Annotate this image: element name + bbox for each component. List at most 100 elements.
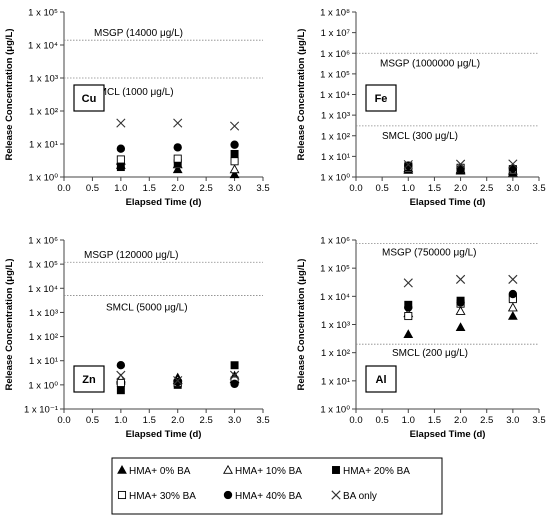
x-tick-label: 0.0 <box>57 415 70 426</box>
data-point <box>456 298 465 307</box>
y-axis-title: Release Concentration (μg/L) <box>296 29 307 161</box>
data-point <box>173 377 182 387</box>
chart-panel-cu: 1 x 10⁰ 1 x 10¹ 1 x 10² 1 x 10³ 1 x 10⁴ 1 x 1… <box>4 8 270 209</box>
y-tick-label: 1 x 10⁻¹ <box>24 405 58 416</box>
data-point <box>455 322 466 331</box>
x-tick-label: 2.0 <box>171 183 184 194</box>
legend-marker <box>331 490 341 500</box>
data-point <box>173 376 183 386</box>
y-tick-label: 1 x 10¹ <box>321 152 350 163</box>
x-axis-title: Elapsed Time (d) <box>410 197 486 208</box>
data-point <box>455 305 466 315</box>
x-tick-label: 3.5 <box>256 415 269 426</box>
legend: HMA+ 0% BA HMA+ 10% BA HMA+ 20% BA HMA+ 30%… <box>111 457 443 515</box>
y-tick-label: 1 x 10⁶ <box>320 236 350 247</box>
y-tick-label: 1 x 10³ <box>321 111 350 122</box>
data-point <box>230 149 239 158</box>
data-point <box>230 140 239 149</box>
y-tick-label: 1 x 10⁵ <box>28 260 58 271</box>
legend-label: HMA+ 20% BA <box>343 466 410 477</box>
data-point <box>404 303 413 312</box>
legend-item: HMA+ 30% BA <box>117 490 196 502</box>
x-tick-label: 1.5 <box>428 183 441 194</box>
legend-item: HMA+ 20% BA <box>332 466 410 477</box>
x-axis-title: Elapsed Time (d) <box>126 197 202 208</box>
legend-marker <box>117 464 127 474</box>
x-tick-label: 0.5 <box>376 183 389 194</box>
y-tick-label: 1 x 10⁰ <box>320 173 350 184</box>
y-tick-label: 1 x 10⁶ <box>28 236 58 247</box>
x-tick-label: 3.0 <box>506 415 519 426</box>
legend-label: BA only <box>343 491 377 502</box>
y-tick-label: 1 x 10³ <box>29 308 58 319</box>
reference-line-label: SMCL (1000 μg/L) <box>92 87 174 98</box>
y-axis-title: Release Concentration (μg/L) <box>4 29 15 161</box>
x-tick-label: 1.5 <box>143 415 156 426</box>
y-tick-label: 1 x 10⁴ <box>28 284 58 295</box>
y-tick-label: 1 x 10⁴ <box>320 292 350 303</box>
y-tick-label: 1 x 10⁰ <box>320 405 350 416</box>
panel-tag: Cu <box>73 84 105 112</box>
data-point <box>403 278 413 288</box>
x-tick-label: 1.0 <box>114 415 127 426</box>
y-tick-label: 1 x 10³ <box>29 74 58 85</box>
data-point <box>230 379 239 389</box>
legend-label: HMA+ 0% BA <box>129 466 191 477</box>
y-tick-label: 1 x 10⁶ <box>320 49 350 60</box>
legend-marker <box>223 464 233 474</box>
x-tick-label: 2.5 <box>200 415 213 426</box>
data-point <box>229 169 240 179</box>
panel-tag: Al <box>365 365 397 393</box>
legend-item: HMA+ 40% BA <box>223 490 302 502</box>
data-point <box>404 161 413 170</box>
y-tick-label: 1 x 10² <box>29 107 58 118</box>
data-point <box>404 312 413 321</box>
y-tick-label: 1 x 10² <box>321 348 350 359</box>
panel-tag-label: Fe <box>375 93 388 105</box>
data-point <box>116 163 125 172</box>
x-tick-label: 0.5 <box>376 415 389 426</box>
y-axis-title: Release Concentration (μg/L) <box>296 259 307 391</box>
chart-panel-al: 1 x 10⁰ 1 x 10¹ 1 x 10² 1 x 10³ 1 x 10⁴ 1 x 1… <box>296 236 546 441</box>
x-tick-label: 2.0 <box>454 183 467 194</box>
x-tick-label: 2.0 <box>171 415 184 426</box>
data-point <box>455 159 466 169</box>
reference-line-label: MSGP (1000000 μg/L) <box>380 58 480 69</box>
data-point <box>173 143 182 152</box>
panel-tag: Fe <box>365 84 397 112</box>
y-tick-label: 1 x 10⁵ <box>28 8 58 19</box>
x-tick-label: 3.5 <box>256 183 269 194</box>
legend-item: HMA+ 0% BA <box>117 464 191 477</box>
x-tick-label: 2.0 <box>454 415 467 426</box>
x-tick-label: 1.5 <box>428 415 441 426</box>
data-point <box>116 370 126 380</box>
x-tick-label: 2.5 <box>200 183 213 194</box>
data-point <box>116 378 125 387</box>
x-tick-label: 3.0 <box>506 183 519 194</box>
data-point <box>116 386 125 395</box>
chart-panel-zn: 1 x 10⁻¹ 1 x 10⁰ 1 x 10¹ 1 x 10² 1 x 10³ 1 x … <box>4 236 270 441</box>
legend-label: HMA+ 30% BA <box>129 491 196 502</box>
legend-item: BA only <box>331 490 377 502</box>
reference-line-label: SMCL (200 μg/L) <box>392 348 468 359</box>
legend-marker <box>223 490 233 500</box>
legend-item: HMA+ 10% BA <box>223 464 302 477</box>
y-axis-title: Release Concentration (μg/L) <box>4 259 15 391</box>
y-tick-label: 1 x 10¹ <box>29 140 58 151</box>
y-tick-label: 1 x 10⁷ <box>321 28 351 39</box>
x-tick-label: 3.0 <box>228 415 241 426</box>
x-tick-label: 1.0 <box>114 183 127 194</box>
data-point <box>229 121 240 131</box>
legend-marker <box>332 466 340 474</box>
x-tick-label: 1.5 <box>143 183 156 194</box>
x-axis-title: Elapsed Time (d) <box>126 429 202 440</box>
y-tick-label: 1 x 10¹ <box>29 356 58 367</box>
reference-line-label: MSGP (750000 μg/L) <box>382 248 477 259</box>
data-point <box>173 118 183 128</box>
y-tick-label: 1 x 10⁵ <box>320 264 350 275</box>
data-point <box>229 164 240 174</box>
reference-line-label: MSGP (14000 μg/L) <box>94 28 183 39</box>
panel-tag-label: Zn <box>82 374 96 386</box>
x-tick-label: 2.5 <box>480 183 493 194</box>
